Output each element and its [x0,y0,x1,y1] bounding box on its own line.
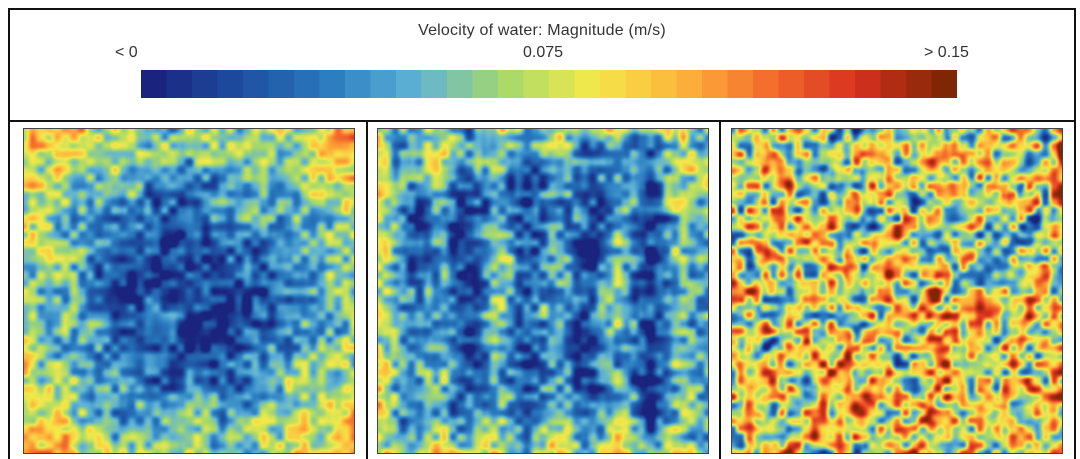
colorbar-step [319,70,346,98]
colorbar-step [778,70,805,98]
panel-divider [719,120,721,459]
colorbar-step [396,70,423,98]
colorbar-step [268,70,295,98]
colorbar-step [727,70,754,98]
colorbar-step [549,70,576,98]
colorbar-step [931,70,957,98]
colorbar-step [498,70,525,98]
colorbar [141,70,957,98]
colorbar-step [906,70,933,98]
colorbar-step [141,70,168,98]
colorbar-step [574,70,601,98]
colorbar-step [651,70,678,98]
colorbar-step [880,70,907,98]
velocity-field-canvas-3 [732,129,1062,453]
colorbar-step [447,70,474,98]
colorbar-step [600,70,627,98]
velocity-field-panel-3 [731,128,1063,454]
colorbar-step [345,70,372,98]
colorbar-step [472,70,499,98]
colorbar-step [192,70,219,98]
legend-box: Velocity of water: Magnitude (m/s) < 0 0… [8,8,1076,122]
colorbar-step [421,70,448,98]
colorbar-step [753,70,780,98]
colorbar-step [294,70,321,98]
colorbar-step [829,70,856,98]
colorbar-step [217,70,244,98]
velocity-field-canvas-1 [24,129,354,453]
colorbar-mid-label: 0.075 [523,44,564,61]
velocity-field-panel-1 [23,128,355,454]
legend-title: Velocity of water: Magnitude (m/s) [418,22,666,39]
colorbar-step [370,70,397,98]
colorbar-step [523,70,550,98]
colorbar-min-label: < 0 [115,44,138,61]
colorbar-step [855,70,882,98]
colorbar-max-label: > 0.15 [924,44,969,61]
velocity-field-panel-2 [377,128,709,454]
panel-divider [366,120,368,459]
colorbar-step [804,70,831,98]
colorbar-step [702,70,729,98]
colorbar-step [676,70,703,98]
colorbar-step [166,70,193,98]
colorbar-step [625,70,652,98]
panels-frame [8,120,1076,459]
colorbar-step [243,70,270,98]
velocity-field-canvas-2 [378,129,708,453]
